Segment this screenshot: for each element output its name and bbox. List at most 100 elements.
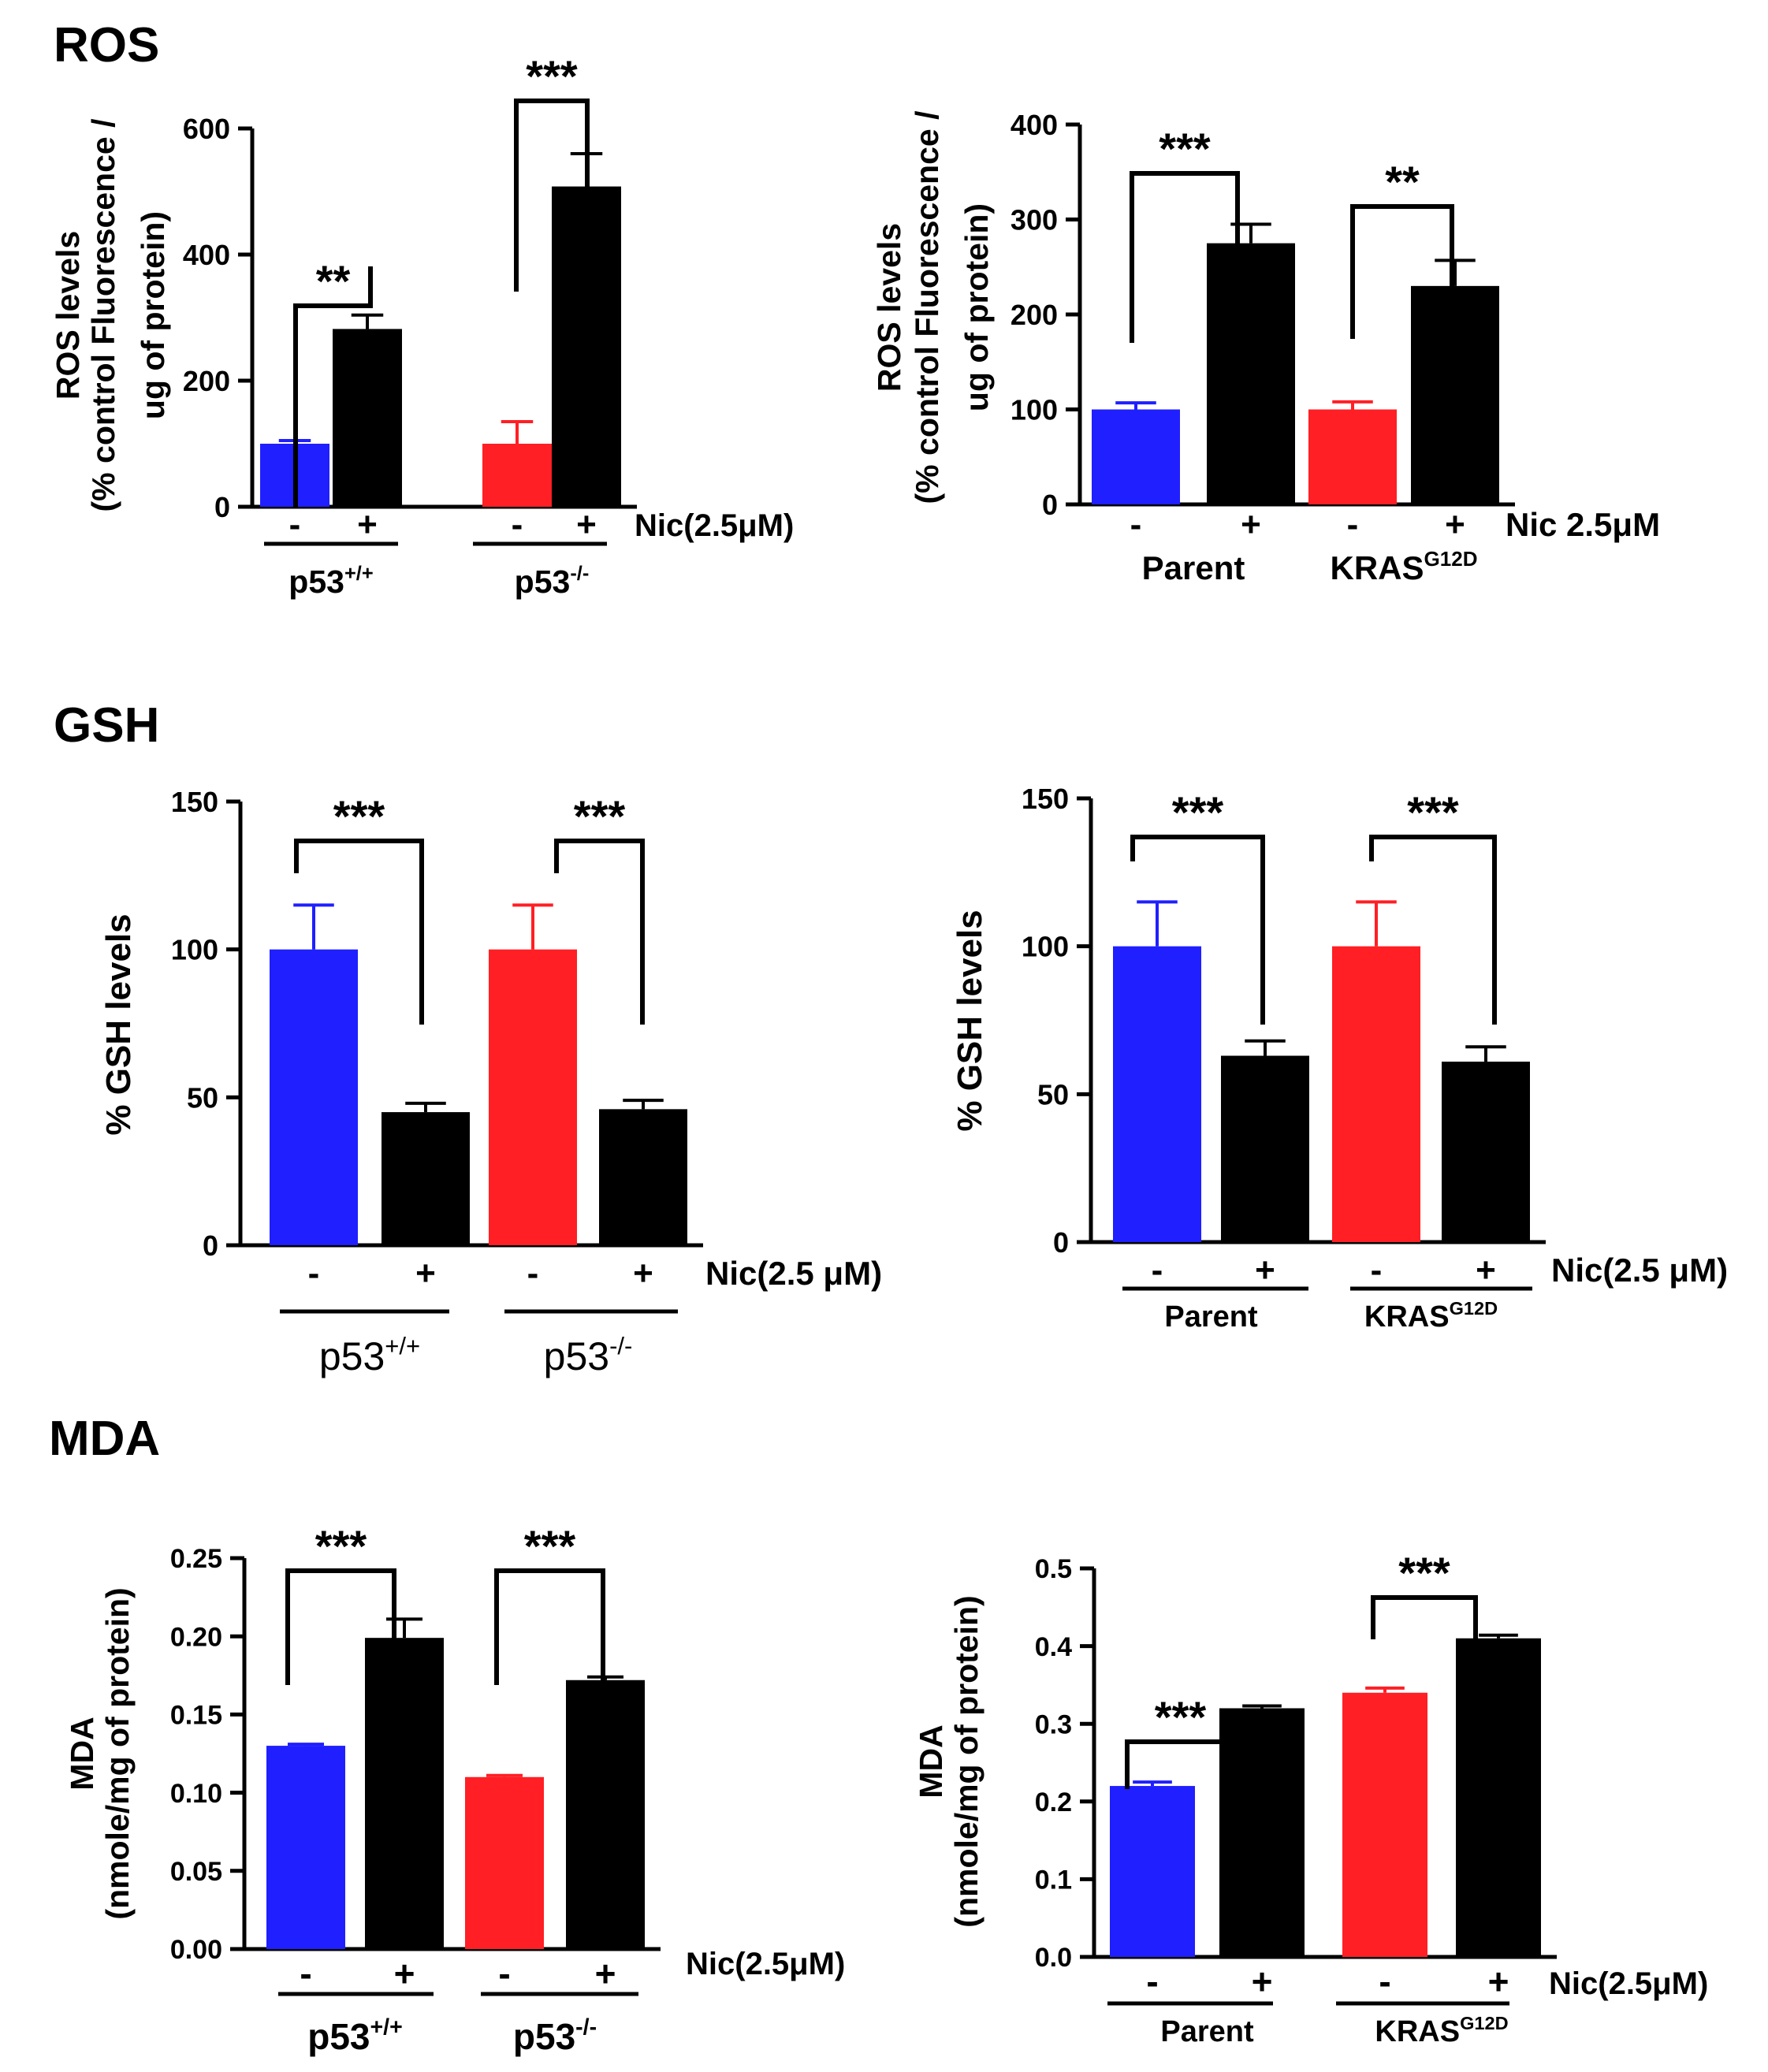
group-label-superscript: +/+ xyxy=(344,563,374,585)
treatment-label: Nic 2.5μM xyxy=(1506,506,1660,543)
treatment-sign: + xyxy=(1252,1961,1273,2002)
treatment-sign: + xyxy=(1488,1961,1509,2002)
significance-bracket xyxy=(1130,835,1265,1025)
treatment-sign: - xyxy=(527,1254,539,1293)
group-label: p53-/- xyxy=(515,563,590,600)
bar xyxy=(489,949,577,1245)
significance-stars: *** xyxy=(526,51,578,101)
group-label: KRASG12D xyxy=(1330,547,1477,586)
treatment-sign: + xyxy=(394,1953,415,1994)
group-label-base: Parent xyxy=(1164,1300,1258,1334)
group-label-superscript: G12D xyxy=(1424,547,1478,571)
treatment-sign: + xyxy=(576,505,597,544)
y-tick-label: 0.5 xyxy=(1035,1554,1072,1584)
significance-bracket xyxy=(294,839,424,1025)
significance-stars: *** xyxy=(1398,1548,1450,1598)
y-axis-label: % GSH levels xyxy=(99,913,138,1135)
significance-bracket xyxy=(1130,171,1240,343)
bar-chart-4: 0.00 0.05 0.10 0.15 0.20 0.25 MDA (nmole/mg of … xyxy=(64,1521,845,2057)
section-title-ros: ROS xyxy=(54,18,160,73)
group-label: Parent xyxy=(1160,2015,1254,2048)
significance-stars: ** xyxy=(1385,157,1420,206)
significance-bracket xyxy=(1350,204,1454,339)
significance-bracket xyxy=(514,99,590,292)
y-tick-label: 0.15 xyxy=(170,1701,222,1731)
treatment-label: Nic(2.5μM) xyxy=(635,508,794,543)
y-axis-label: (nmole/mg of protein) xyxy=(948,1595,984,1927)
treatment-sign: - xyxy=(300,1953,311,1994)
bar xyxy=(599,1109,687,1245)
y-axis-label: MDA xyxy=(913,1724,949,1798)
significance-stars: *** xyxy=(1407,787,1459,837)
bar-chart-0: 0 200 400 600 ROS levels (% control Fluoresce… xyxy=(50,51,794,600)
treatment-sign: - xyxy=(1371,1251,1383,1289)
y-tick-label: 100 xyxy=(171,934,218,966)
significance-stars: ** xyxy=(316,256,351,306)
treatment-sign: + xyxy=(357,505,378,544)
y-tick-label: 0.05 xyxy=(170,1857,222,1887)
group-label: p53+/+ xyxy=(288,563,373,600)
treatment-sign: - xyxy=(512,505,523,544)
group-label: Parent xyxy=(1142,549,1245,586)
bar xyxy=(1221,1055,1309,1242)
group-label-base: Parent xyxy=(1160,2015,1254,2048)
treatment-sign: - xyxy=(1152,1251,1163,1289)
section-title-mda: MDA xyxy=(49,1412,161,1466)
bar xyxy=(365,1638,444,1949)
group-label-base: KRAS xyxy=(1375,2015,1460,2048)
treatment-sign: - xyxy=(289,505,301,544)
bar xyxy=(266,1746,345,1949)
treatment-sign: + xyxy=(1476,1251,1496,1289)
y-tick-label: 0.20 xyxy=(170,1622,222,1652)
group-label-base: p53 xyxy=(307,2016,370,2057)
group-label-superscript: -/- xyxy=(575,2015,597,2040)
bar xyxy=(1207,243,1295,504)
y-tick-label: 0 xyxy=(1042,489,1058,521)
y-tick-label: 0 xyxy=(1053,1226,1069,1259)
y-tick-label: 150 xyxy=(1022,783,1069,815)
significance-bracket xyxy=(554,839,645,1025)
y-tick-label: 0.2 xyxy=(1035,1787,1072,1817)
treatment-sign: - xyxy=(498,1953,510,1994)
significance-bracket xyxy=(1125,1739,1236,1789)
significance-stars: *** xyxy=(1155,1692,1207,1742)
significance-stars: *** xyxy=(315,1521,367,1571)
significance-bracket xyxy=(293,266,373,507)
y-tick-label: 0.00 xyxy=(170,1935,222,1965)
y-tick-label: 150 xyxy=(171,786,218,818)
bar xyxy=(382,1112,470,1245)
treatment-sign: - xyxy=(308,1254,320,1293)
significance-stars: *** xyxy=(1159,124,1211,173)
bar xyxy=(1342,1692,1427,1957)
y-tick-label: 0.10 xyxy=(170,1779,222,1809)
group-label: p53-/- xyxy=(513,2015,597,2057)
treatment-label: Nic(2.5 μM) xyxy=(705,1255,882,1292)
bar-chart-3: 0 50 100 150 % GSH levels - + - + Nic(2.5 μM) Pare… xyxy=(951,783,1728,1334)
y-tick-label: 100 xyxy=(1011,393,1058,426)
group-label-superscript: +/+ xyxy=(385,1332,420,1360)
y-axis-label: (nmole/mg of protein) xyxy=(99,1587,136,1919)
group-label: Parent xyxy=(1164,1300,1258,1334)
treatment-sign: + xyxy=(415,1254,436,1293)
y-tick-label: 200 xyxy=(183,365,230,397)
group-label-superscript: G12D xyxy=(1450,1298,1498,1319)
group-label-base: p53 xyxy=(319,1334,385,1378)
treatment-label: Nic(2.5μM) xyxy=(686,1947,845,1981)
treatment-label: Nic(2.5 μM) xyxy=(1551,1252,1728,1289)
treatment-label: Nic(2.5μM) xyxy=(1549,1966,1708,2001)
group-label-base: Parent xyxy=(1142,549,1245,586)
group-label-superscript: +/+ xyxy=(370,2015,403,2040)
bar xyxy=(333,329,402,507)
group-label-base: p53 xyxy=(288,564,344,600)
treatment-sign: + xyxy=(1255,1251,1275,1289)
y-axis-label: (% control Fluorescence / xyxy=(85,119,121,512)
section-title-gsh: GSH xyxy=(54,698,160,753)
group-label: KRASG12D xyxy=(1364,1298,1498,1334)
y-axis-label: ROS levels xyxy=(871,223,907,392)
y-axis-label: MDA xyxy=(64,1717,100,1790)
y-tick-label: 0.0 xyxy=(1035,1943,1072,1973)
y-tick-label: 400 xyxy=(1011,109,1058,141)
y-tick-label: 0 xyxy=(203,1229,218,1262)
y-tick-label: 100 xyxy=(1022,931,1069,963)
